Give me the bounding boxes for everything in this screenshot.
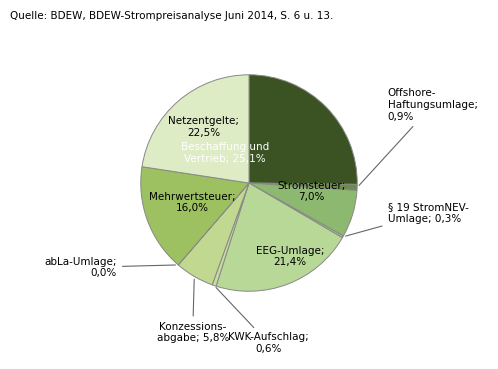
Text: Konzessions-
abgabe; 5,8%: Konzessions- abgabe; 5,8% (156, 279, 229, 343)
Wedge shape (249, 183, 344, 238)
Wedge shape (141, 167, 249, 265)
Text: abLa-Umlage;
0,0%: abLa-Umlage; 0,0% (44, 257, 175, 278)
Text: EEG-Umlage;
21,4%: EEG-Umlage; 21,4% (256, 246, 324, 268)
Text: Quelle: BDEW, BDEW-Strompreisanalyse Juni 2014, S. 6 u. 13.: Quelle: BDEW, BDEW-Strompreisanalyse Jun… (10, 11, 333, 21)
Text: Offshore-
Haftungsumlage;
0,9%: Offshore- Haftungsumlage; 0,9% (359, 89, 478, 185)
Text: § 19 StromNEV-
Umlage; 0,3%: § 19 StromNEV- Umlage; 0,3% (346, 203, 469, 236)
Wedge shape (249, 183, 357, 236)
Wedge shape (142, 75, 249, 183)
Text: Stromsteuer;
7,0%: Stromsteuer; 7,0% (277, 181, 346, 203)
Text: KWK-Aufschlag;
0,6%: KWK-Aufschlag; 0,6% (216, 287, 309, 354)
Wedge shape (212, 183, 249, 286)
Wedge shape (249, 183, 357, 190)
Wedge shape (178, 183, 249, 285)
Text: Beschaffung und
Vertrieb; 25,1%: Beschaffung und Vertrieb; 25,1% (181, 142, 269, 163)
Wedge shape (249, 75, 357, 184)
Text: Netzentgelte;
22,5%: Netzentgelte; 22,5% (168, 116, 239, 138)
Wedge shape (178, 183, 249, 265)
Wedge shape (216, 183, 343, 291)
Text: Mehrwertsteuer;
16,0%: Mehrwertsteuer; 16,0% (149, 192, 236, 213)
